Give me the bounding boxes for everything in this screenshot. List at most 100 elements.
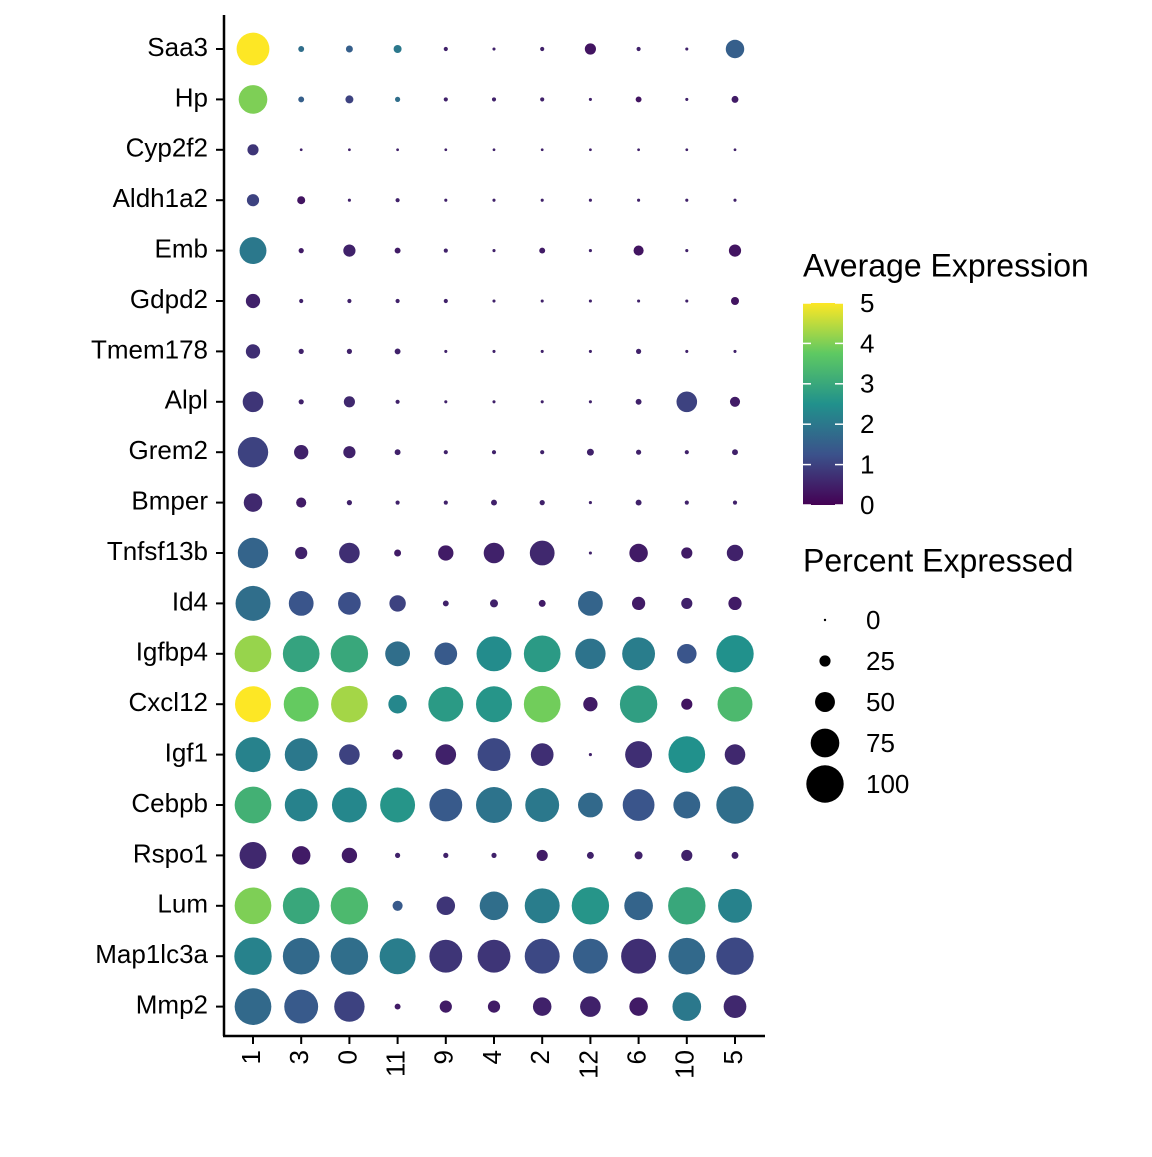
- y-tick-label: Lum: [157, 889, 208, 919]
- color-tick-label: 1: [860, 449, 874, 479]
- dot: [731, 95, 739, 103]
- size-key-label: 50: [866, 687, 895, 717]
- dot: [245, 293, 261, 309]
- dot: [339, 744, 360, 765]
- y-tick-label: Saa3: [147, 32, 208, 62]
- dot: [299, 148, 303, 152]
- dot: [429, 939, 463, 973]
- dot: [685, 47, 689, 51]
- dot: [588, 198, 592, 202]
- dot: [733, 198, 737, 202]
- dot: [330, 635, 369, 673]
- dot: [338, 592, 361, 615]
- size-key-label: 100: [866, 769, 909, 799]
- dot: [235, 585, 271, 621]
- dot: [524, 888, 560, 924]
- dot: [685, 198, 689, 202]
- dot: [444, 148, 448, 152]
- dot: [298, 399, 304, 405]
- dot: [716, 635, 754, 673]
- dot: [491, 852, 497, 859]
- dot: [578, 591, 603, 616]
- y-tick-label: Emb: [155, 233, 208, 263]
- y-tick-label: Rspo1: [133, 838, 208, 868]
- dot: [584, 43, 596, 55]
- dot: [330, 887, 369, 925]
- dot: [428, 686, 464, 722]
- dot: [729, 396, 741, 407]
- dot: [629, 543, 648, 563]
- y-tick-label: Igf1: [165, 737, 208, 767]
- y-tick-label: Igfbp4: [136, 637, 208, 667]
- dot: [239, 237, 267, 265]
- dot: [288, 591, 314, 616]
- dot: [635, 398, 642, 405]
- x-tick-label: 5: [718, 1050, 748, 1064]
- dot: [282, 937, 320, 975]
- dot: [443, 450, 448, 455]
- dot: [724, 744, 746, 765]
- dot: [394, 247, 401, 254]
- dot: [438, 545, 454, 561]
- dot: [635, 96, 642, 103]
- dot: [284, 738, 318, 772]
- x-tick-label: 10: [670, 1050, 700, 1079]
- dot: [588, 349, 592, 353]
- dot: [443, 852, 449, 859]
- dot: [235, 737, 271, 773]
- dot: [429, 788, 463, 822]
- dot: [540, 46, 545, 52]
- dot: [668, 887, 706, 925]
- dot: [588, 299, 592, 303]
- dot: [237, 537, 269, 569]
- dot: [234, 988, 272, 1025]
- dot: [726, 544, 744, 562]
- dot: [571, 887, 610, 925]
- dot: [583, 697, 598, 712]
- dot: [685, 349, 689, 353]
- dot: [334, 991, 365, 1022]
- dot: [345, 95, 354, 104]
- dot: [347, 298, 352, 304]
- dot: [476, 787, 512, 823]
- dot: [477, 738, 511, 772]
- y-tick-label: Bmper: [131, 485, 208, 515]
- dot: [246, 194, 260, 207]
- y-tick-label: Alpl: [165, 385, 208, 415]
- dot: [716, 786, 754, 824]
- dot: [733, 148, 737, 152]
- dot: [532, 997, 552, 1016]
- size-key: [810, 728, 840, 758]
- size-legend-title: Percent Expressed: [803, 542, 1073, 578]
- dot: [297, 196, 306, 205]
- dot: [234, 887, 272, 925]
- y-tick-label: Grem2: [129, 435, 208, 465]
- dot: [444, 198, 448, 202]
- dot: [479, 891, 509, 921]
- dot: [539, 247, 546, 254]
- dot: [492, 198, 496, 202]
- dot: [476, 636, 512, 672]
- dot: [588, 501, 592, 505]
- dot: [572, 938, 608, 974]
- dot: [589, 148, 592, 152]
- dot: [396, 148, 399, 152]
- y-tick-label: Tmem178: [91, 334, 208, 364]
- dot: [298, 96, 305, 103]
- dot: [732, 500, 738, 505]
- color-tick-label: 3: [860, 369, 874, 399]
- dot: [331, 685, 368, 723]
- dot: [676, 391, 698, 413]
- dot: [525, 788, 560, 822]
- dot: [282, 887, 320, 925]
- dot: [492, 148, 496, 152]
- dot: [394, 549, 402, 557]
- dot: [637, 148, 640, 152]
- dot: [347, 198, 351, 202]
- dot: [540, 450, 545, 455]
- dot: [380, 787, 416, 823]
- dot: [343, 396, 355, 408]
- dot: [621, 938, 657, 974]
- dot: [242, 391, 264, 413]
- color-tick-label: 0: [860, 490, 874, 520]
